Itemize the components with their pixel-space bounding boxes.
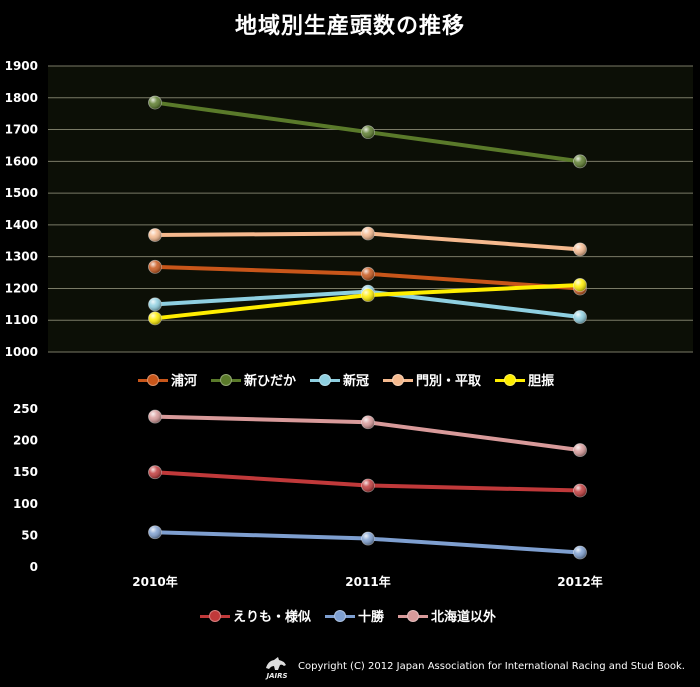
legend-item: 浦河 <box>138 370 197 389</box>
legend-label: 浦河 <box>171 374 198 389</box>
data-point-shine <box>573 242 587 256</box>
legend-swatch-icon <box>495 373 526 386</box>
y-tick-label: 1700 <box>5 123 38 137</box>
y-tick-label: 1300 <box>5 250 38 264</box>
data-point-shine <box>148 228 162 242</box>
legend-label: 新冠 <box>343 374 370 389</box>
data-point-shine <box>148 96 162 110</box>
x-tick-label: 2012年 <box>557 574 602 589</box>
data-point-shine <box>148 311 162 325</box>
data-point-shine <box>361 125 375 139</box>
legend-swatch-icon <box>383 373 414 386</box>
chart-title: 地域別生産頭数の推移 <box>234 14 465 39</box>
y-tick-label: 1900 <box>5 59 38 73</box>
legend-swatch-icon <box>138 373 168 386</box>
data-point-shine <box>361 267 375 281</box>
legend-item: 十勝 <box>325 606 384 625</box>
legend-swatch-icon <box>398 609 429 622</box>
legend-item: 新冠 <box>310 370 369 389</box>
data-point-shine <box>361 288 375 302</box>
legend-label: 北海道以外 <box>431 610 497 625</box>
y-tick-label: 0 <box>30 560 38 574</box>
footer: JAIRS Copyright (C) 2012 Japan Associati… <box>262 652 685 680</box>
y-tick-label: 1100 <box>5 313 38 327</box>
legend-item: 胆振 <box>495 370 554 389</box>
y-tick-label: 1800 <box>5 91 38 105</box>
y-tick-label: 250 <box>13 402 38 416</box>
data-point-shine <box>361 226 375 240</box>
bottom-chart-legend: えりも・様似 十勝 北海道以外 <box>200 606 496 625</box>
data-point-shine <box>148 297 162 311</box>
legend-item: 新ひだか <box>211 370 296 389</box>
legend-item: 北海道以外 <box>398 606 496 625</box>
legend-label: 新ひだか <box>244 374 297 389</box>
legend-swatch-icon <box>211 373 242 386</box>
y-tick-label: 1200 <box>5 281 38 295</box>
y-tick-label: 1500 <box>5 186 38 200</box>
legend-label: えりも・様似 <box>233 610 312 625</box>
y-tick-label: 1600 <box>5 154 38 168</box>
data-point-shine <box>573 545 587 559</box>
legend-label: 十勝 <box>358 610 385 625</box>
data-point-shine <box>148 260 162 274</box>
legend-item: 門別・平取 <box>383 370 481 389</box>
legend-label: 門別・平取 <box>416 374 482 389</box>
top-chart-legend: 浦河 新ひだか 新冠 門別・平取 胆振 <box>138 370 554 389</box>
y-tick-label: 1400 <box>5 218 38 232</box>
x-tick-label: 2011年 <box>345 574 390 589</box>
legend-swatch-icon <box>310 373 341 386</box>
data-point-shine <box>573 154 587 168</box>
data-point-shine <box>148 525 162 539</box>
data-point-shine <box>148 465 162 479</box>
legend-item: えりも・様似 <box>200 606 311 625</box>
x-tick-label: 2010年 <box>132 574 177 589</box>
y-tick-label: 100 <box>13 497 38 511</box>
top-plot-area <box>48 66 693 352</box>
svg-text:JAIRS: JAIRS <box>264 672 287 680</box>
y-tick-label: 150 <box>13 465 38 479</box>
copyright-text: Copyright (C) 2012 Japan Association for… <box>298 660 685 672</box>
data-point-shine <box>573 484 587 498</box>
data-point-shine <box>361 478 375 492</box>
y-tick-label: 1000 <box>5 345 38 359</box>
y-tick-label: 50 <box>21 528 38 542</box>
data-point-shine <box>148 410 162 424</box>
data-point-shine <box>573 443 587 457</box>
data-point-shine <box>573 278 587 292</box>
data-point-shine <box>361 532 375 546</box>
legend-swatch-icon <box>200 609 230 622</box>
data-point-shine <box>573 310 587 324</box>
y-tick-label: 200 <box>13 434 38 448</box>
legend-swatch-icon <box>325 609 356 622</box>
data-point-shine <box>361 415 375 429</box>
legend-label: 胆振 <box>528 374 555 389</box>
jairs-logo-icon: JAIRS <box>264 657 288 680</box>
